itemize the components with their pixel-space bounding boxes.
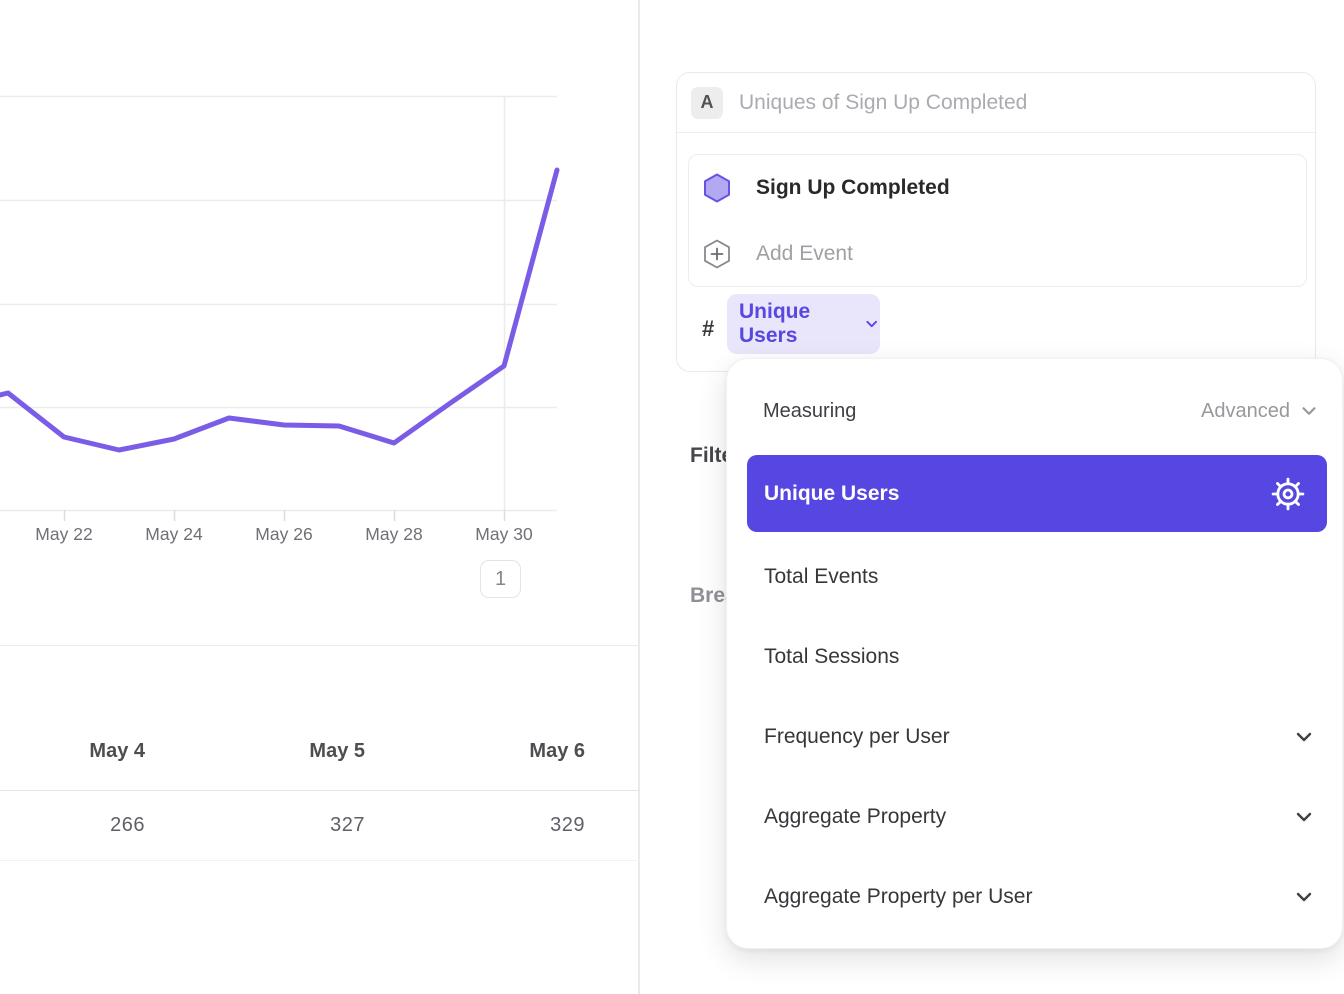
measure-hash-symbol: # [702, 316, 715, 341]
add-event-label: Add Event [756, 242, 853, 265]
add-event-hexagon-plus-icon [704, 239, 730, 269]
query-card-header: A Uniques of Sign Up Completed [677, 73, 1315, 133]
chart-pane: May 22 May 24 May 26 May 28 May 30 1 May… [0, 0, 640, 994]
measuring-label: Measuring [763, 399, 857, 422]
table-row: 266 327 329 [0, 790, 660, 860]
menu-item-total-sessions[interactable]: Total Sessions [764, 641, 1316, 673]
menu-item-total-events[interactable]: Total Events [764, 561, 1316, 593]
chart-gridlines [0, 95, 557, 512]
table-header-cell: May 6 [529, 740, 585, 762]
table-value-cell: 266 [110, 813, 145, 836]
table-value-cell: 327 [330, 813, 365, 836]
x-tick-label: May 28 [365, 524, 423, 544]
x-tick-label: May 26 [255, 524, 313, 544]
menu-item-label: Total Sessions [764, 645, 900, 668]
menu-item-frequency-per-user[interactable]: Frequency per User [764, 721, 1316, 753]
x-axis-ticks [63, 510, 506, 521]
trend-chart [0, 95, 560, 521]
event-list-card: Sign Up Completed Add Event [688, 154, 1307, 287]
x-tick-label: May 22 [35, 524, 93, 544]
table-header-cell: May 4 [89, 740, 145, 762]
measure-chip-label: Unique Users [739, 300, 811, 347]
dropdown-header: Measuring Advanced [763, 395, 1320, 427]
x-tick-label: May 24 [145, 524, 203, 544]
chevron-down-icon [1296, 812, 1312, 822]
series-letter-badge: A [691, 86, 723, 119]
advanced-mode-selector[interactable]: Advanced [1201, 400, 1320, 423]
chevron-down-icon [1296, 892, 1312, 902]
advanced-mode-value: Advanced [1201, 399, 1290, 422]
gear-icon[interactable] [1271, 477, 1305, 511]
table-row-divider [0, 860, 640, 861]
chevron-down-icon [1296, 732, 1312, 742]
table-value-cell: 329 [550, 813, 585, 836]
query-card-title: Uniques of Sign Up Completed [739, 90, 1028, 114]
add-event-button[interactable]: Add Event [689, 221, 1306, 287]
chevron-down-icon [1302, 407, 1316, 415]
menu-item-label: Frequency per User [764, 725, 950, 748]
event-row-sign-up-completed[interactable]: Sign Up Completed [689, 155, 1306, 221]
menu-item-label: Aggregate Property per User [764, 885, 1033, 908]
event-name-label: Sign Up Completed [756, 176, 950, 199]
measure-selector-chip[interactable]: Unique Users [727, 294, 880, 354]
annotation-badge[interactable]: 1 [480, 560, 521, 598]
menu-item-label: Total Events [764, 565, 879, 588]
chevron-down-icon [866, 320, 877, 328]
menu-item-label: Unique Users [764, 481, 900, 505]
menu-item-unique-users[interactable]: Unique Users [747, 455, 1327, 532]
table-top-divider [0, 645, 640, 646]
menu-item-aggregate-property[interactable]: Aggregate Property [764, 801, 1316, 833]
menu-item-aggregate-property-per-user[interactable]: Aggregate Property per User [764, 881, 1316, 913]
x-tick-label: May 30 [475, 524, 533, 544]
query-builder-card: A Uniques of Sign Up Completed Sign Up C… [676, 72, 1316, 372]
table-header-cell: May 5 [309, 740, 365, 762]
event-hexagon-icon [704, 173, 730, 203]
table-header-divider [0, 790, 640, 791]
table-header-row: May 4 May 5 May 6 [0, 645, 660, 790]
menu-item-label: Aggregate Property [764, 805, 947, 828]
trend-line [0, 167, 560, 453]
measuring-dropdown-menu: Measuring Advanced Unique Users [726, 358, 1343, 949]
